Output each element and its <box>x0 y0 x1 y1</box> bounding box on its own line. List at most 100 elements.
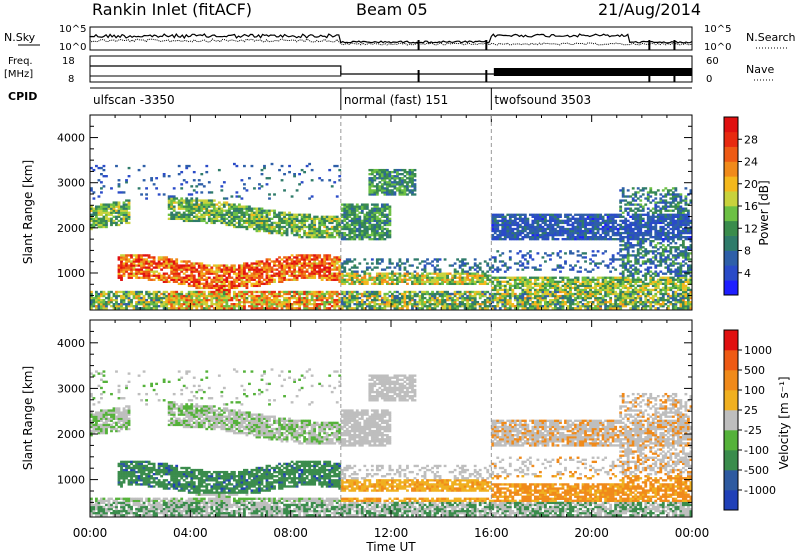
power-cell <box>559 219 562 223</box>
power-cell <box>220 203 224 206</box>
power-cell <box>125 215 128 218</box>
power-cell <box>125 209 128 212</box>
power-cell <box>260 305 264 308</box>
power-cell <box>335 221 339 225</box>
power-cell <box>446 282 449 286</box>
power-cell <box>240 307 244 310</box>
power-cell <box>355 276 359 279</box>
power-cell <box>353 215 357 218</box>
power-cell <box>418 274 422 277</box>
power-cell <box>343 262 347 265</box>
power-cell <box>225 278 229 281</box>
power-cell <box>579 221 582 225</box>
power-cell <box>338 233 342 237</box>
power-cell <box>225 290 229 294</box>
power-cell <box>280 264 284 267</box>
power-cell <box>255 290 259 294</box>
power-cell <box>95 296 98 300</box>
power-cell <box>411 168 414 172</box>
power-cell <box>551 300 555 304</box>
power-cell <box>217 213 221 216</box>
power-cell <box>110 187 113 190</box>
power-cell <box>280 225 284 229</box>
power-cell <box>538 264 542 267</box>
power-cell <box>491 217 495 221</box>
power-cell <box>195 270 199 273</box>
power-cell <box>115 305 118 308</box>
power-cell <box>521 262 525 265</box>
power-cell <box>152 183 156 186</box>
beam-title: Beam 05 <box>356 0 428 19</box>
power-cell <box>486 262 490 265</box>
power-cell <box>253 187 256 190</box>
power-cell <box>165 266 169 269</box>
power-cell <box>549 258 552 261</box>
power-cell <box>571 307 575 310</box>
power-cell <box>273 298 276 302</box>
power-cell <box>122 219 126 223</box>
power-cell <box>140 307 143 310</box>
power-cell <box>215 288 219 292</box>
power-cell <box>265 215 269 218</box>
power-cell <box>105 175 108 178</box>
power-cell <box>398 276 402 279</box>
power-cell <box>293 225 296 229</box>
power-cell <box>255 300 259 304</box>
power-cell <box>290 227 294 231</box>
power-cell <box>526 262 530 265</box>
power-cell <box>130 303 133 306</box>
power-cell <box>521 307 525 310</box>
power-cell <box>313 223 317 227</box>
power-cell <box>581 238 585 241</box>
power-cell <box>330 278 334 281</box>
power-cell <box>107 290 111 294</box>
power-cell <box>380 168 384 172</box>
power-cell <box>579 238 582 241</box>
power-cell <box>569 307 572 310</box>
power-cell <box>385 276 389 279</box>
power-cell <box>546 254 550 257</box>
power-cell <box>248 205 251 208</box>
power-cell <box>503 223 507 227</box>
power-cell <box>243 272 246 275</box>
power-cell <box>556 298 560 302</box>
power-cell <box>393 185 397 188</box>
power-cell <box>348 211 352 214</box>
power-cell <box>162 276 166 279</box>
power-cell <box>501 229 505 233</box>
power-cell <box>290 290 294 294</box>
power-cell <box>112 209 116 212</box>
power-cell <box>120 221 123 225</box>
power-cell <box>345 300 349 304</box>
power-cell <box>566 238 570 241</box>
power-cell <box>187 199 191 202</box>
power-cell <box>245 205 249 208</box>
power-cell <box>498 233 502 237</box>
power-cell <box>305 270 309 273</box>
power-cell <box>561 231 565 235</box>
power-cell <box>403 280 407 283</box>
power-cell <box>177 173 181 176</box>
power-cell <box>293 173 296 176</box>
power-cell <box>340 215 344 218</box>
power-cell <box>175 217 179 221</box>
power-cell <box>177 201 181 204</box>
power-cell <box>373 276 377 279</box>
power-cell <box>237 270 241 273</box>
power-cell <box>245 227 249 231</box>
power-cell <box>295 256 299 259</box>
power-cell <box>107 219 111 223</box>
power-cell <box>333 274 337 277</box>
power-cell <box>167 307 171 310</box>
power-cell <box>564 219 567 223</box>
power-cell <box>222 201 226 204</box>
power-cell <box>202 215 206 218</box>
power-cell <box>127 207 131 210</box>
power-cell <box>523 235 527 239</box>
power-cell <box>411 276 414 279</box>
power-cell <box>250 215 254 218</box>
power-cell <box>125 256 128 259</box>
power-cell <box>325 233 329 237</box>
power-cell <box>388 213 392 216</box>
power-cell <box>518 217 522 221</box>
